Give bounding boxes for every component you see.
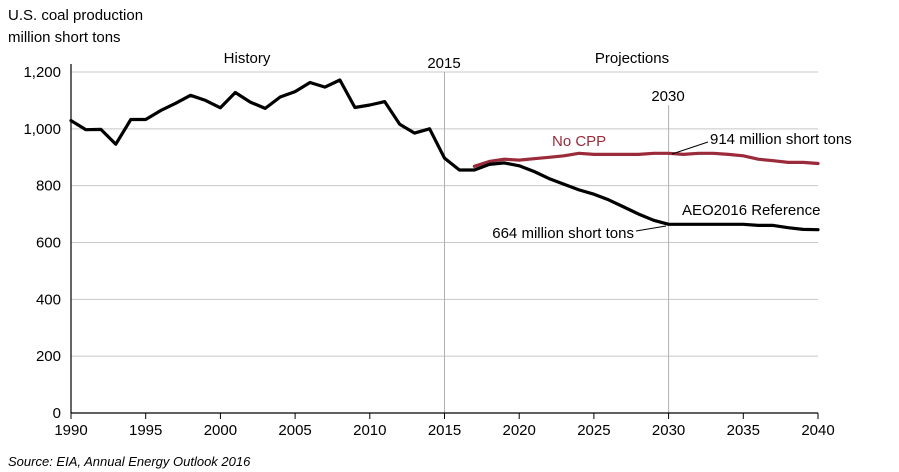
x-tick-label: 2000 bbox=[204, 422, 237, 439]
reference-value-annotation: 664 million short tons bbox=[492, 225, 634, 242]
y-tick-label: 200 bbox=[36, 348, 61, 365]
no-cpp-series-label: No CPP bbox=[552, 133, 606, 150]
y-tick-label: 1,000 bbox=[23, 121, 61, 138]
y-tick-label: 1,200 bbox=[23, 64, 61, 81]
vline-label-2030: 2030 bbox=[651, 88, 684, 105]
x-tick-label: 1990 bbox=[54, 422, 87, 439]
x-tick-label: 2015 bbox=[428, 422, 461, 439]
y-tick-label: 600 bbox=[36, 235, 61, 252]
reference-series-label: AEO2016 Reference bbox=[682, 202, 820, 219]
x-tick-label: 2010 bbox=[353, 422, 386, 439]
y-tick-label: 800 bbox=[36, 178, 61, 195]
vline-label-2015: 2015 bbox=[427, 55, 460, 72]
series-lines bbox=[69, 78, 820, 232]
x-tick-labels: 1990 1995 2000 2005 2010 2015 2020 2025 2030 2035… bbox=[54, 422, 834, 439]
y-axis-title-line1: U.S. coal production bbox=[8, 7, 143, 24]
x-tick-label: 1995 bbox=[129, 422, 162, 439]
x-tick-label: 2030 bbox=[652, 422, 685, 439]
y-tick-label: 400 bbox=[36, 291, 61, 308]
series-line-aeo2016-reference bbox=[69, 78, 820, 232]
reference-lines bbox=[444, 72, 670, 413]
source-note: Source: EIA, Annual Energy Outlook 2016 bbox=[8, 454, 251, 469]
history-label: History bbox=[224, 50, 271, 67]
y-tick-labels: 0 200 400 600 800 1,000 1,200 bbox=[23, 64, 61, 422]
x-tick-label: 2035 bbox=[727, 422, 760, 439]
no-cpp-value-annotation: 914 million short tons bbox=[710, 131, 852, 148]
no-cpp-value-leader bbox=[671, 141, 709, 155]
projections-label: Projections bbox=[595, 50, 669, 67]
y-tick-label: 0 bbox=[53, 405, 61, 422]
series-line-no-cpp bbox=[472, 151, 820, 168]
x-tick-label: 2040 bbox=[801, 422, 834, 439]
x-tick-label: 2025 bbox=[577, 422, 610, 439]
reference-value-leader bbox=[635, 225, 667, 232]
x-tick-label: 2020 bbox=[503, 422, 536, 439]
x-tick-label: 2005 bbox=[278, 422, 311, 439]
y-axis-title-line2: million short tons bbox=[8, 29, 121, 46]
